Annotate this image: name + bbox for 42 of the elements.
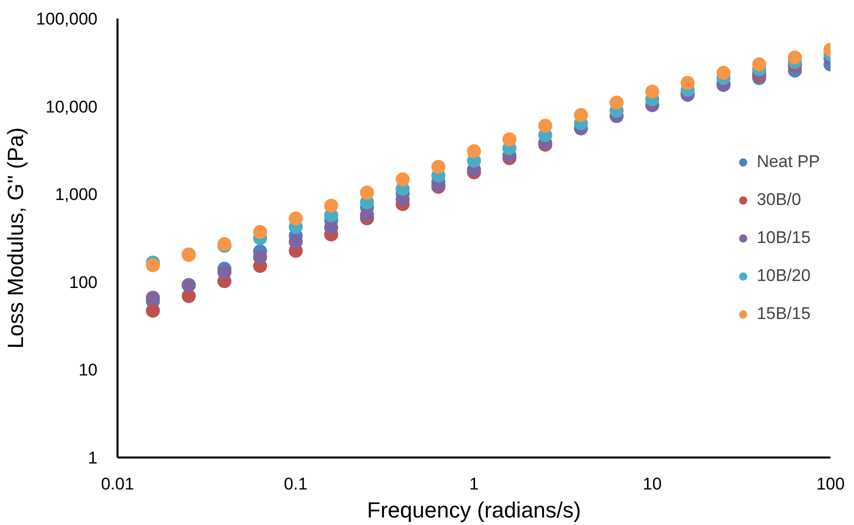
x-axis-title: Frequency (radians/s) [367, 498, 581, 522]
point [253, 250, 268, 264]
point [288, 234, 303, 249]
point [288, 211, 303, 226]
legend-label: 10B/20 [756, 266, 811, 286]
point [146, 290, 160, 305]
point [716, 66, 730, 80]
point [217, 265, 232, 280]
point [360, 186, 374, 200]
x-tick-label: 0.01 [100, 474, 134, 494]
point [680, 76, 695, 90]
point [502, 132, 516, 146]
point [467, 144, 481, 158]
point [324, 198, 338, 213]
point [645, 84, 660, 99]
point [146, 258, 160, 272]
point [788, 50, 802, 64]
point [538, 118, 552, 133]
y-tick-label: 1,000 [54, 185, 98, 204]
legend-label: 10B/15 [756, 228, 811, 248]
point [752, 57, 766, 72]
point [253, 225, 268, 239]
legend-label: Neat PP [756, 152, 820, 172]
x-tick-label: 10 [642, 474, 662, 494]
x-tick-label: 100 [816, 474, 845, 494]
y-tick-label: 1 [88, 448, 98, 468]
point [360, 208, 374, 222]
y-axis-title: Loss Modulus, G'' (Pa) [3, 127, 28, 349]
point [610, 96, 624, 110]
x-tick-label: 1 [469, 474, 479, 494]
legend-label: 30B/0 [756, 190, 802, 210]
point [324, 220, 338, 234]
legend-label: 15B/15 [756, 304, 811, 324]
point [396, 172, 410, 186]
point [574, 108, 588, 122]
y-tick-label: 100 [69, 272, 98, 292]
y-tick-label: 10,000 [46, 97, 98, 116]
point [146, 304, 160, 318]
y-tick-label: 100,000 [36, 10, 98, 28]
y-tick-label: 10 [78, 360, 98, 380]
x-tick-label: 0.1 [284, 474, 308, 494]
point [431, 160, 446, 174]
